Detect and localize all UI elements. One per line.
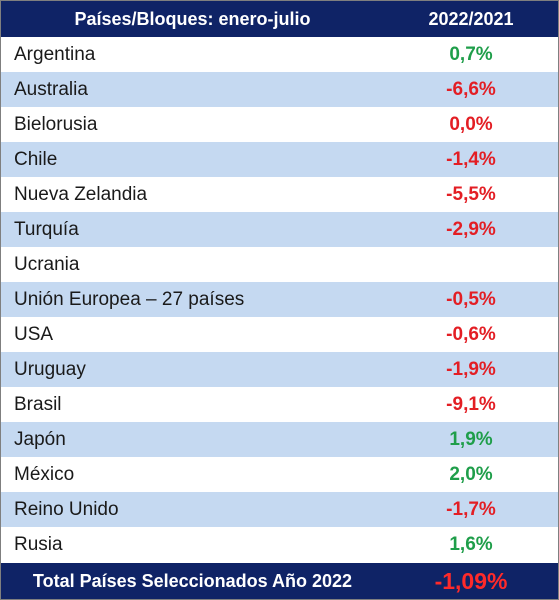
country-name: México xyxy=(14,463,75,485)
table-row: Ucrania xyxy=(1,247,558,282)
change-value: -1,4% xyxy=(446,148,496,170)
change-value: -0,5% xyxy=(446,288,496,310)
table-row: México 2,0% xyxy=(1,457,558,492)
table-row: Turquía -2,9% xyxy=(1,212,558,247)
change-value: -0,6% xyxy=(446,323,496,345)
country-name: Uruguay xyxy=(14,358,86,380)
table-row: Bielorusia 0,0% xyxy=(1,107,558,142)
country-name: Ucrania xyxy=(14,253,80,275)
table-row: Unión Europea – 27 países -0,5% xyxy=(1,282,558,317)
change-value: 1,6% xyxy=(449,533,493,555)
country-name: Rusia xyxy=(14,533,63,555)
table-row: Rusia 1,6% xyxy=(1,527,558,562)
country-name: Japón xyxy=(14,428,66,450)
change-value: -1,7% xyxy=(446,498,496,520)
country-name: Nueva Zelandia xyxy=(14,183,148,205)
country-name: USA xyxy=(14,323,54,345)
country-name: Argentina xyxy=(14,43,96,65)
header-country-label: Países/Bloques: enero-julio xyxy=(74,8,311,29)
table-row: Australia -6,6% xyxy=(1,72,558,107)
country-name: Unión Europea – 27 países xyxy=(14,288,245,310)
total-label: Total Países Seleccionados Año 2022 xyxy=(32,570,353,591)
table-row: USA -0,6% xyxy=(1,317,558,352)
table-header: Países/Bloques: enero-julio 2022/2021 xyxy=(1,1,558,37)
country-name: Bielorusia xyxy=(14,113,98,135)
table-row: Argentina 0,7% xyxy=(1,37,558,72)
total-value: -1,09% xyxy=(434,567,508,594)
change-value: -1,9% xyxy=(446,358,496,380)
table-body: Argentina 0,7% Australia -6,6% Bielorusia 0,0… xyxy=(1,37,558,562)
country-name: Australia xyxy=(14,78,88,100)
change-value: -5,5% xyxy=(446,183,496,205)
table-row: Brasil -9,1% xyxy=(1,387,558,422)
table-row: Nueva Zelandia -5,5% xyxy=(1,177,558,212)
change-value: 0,7% xyxy=(449,43,493,65)
table-row: Japón 1,9% xyxy=(1,422,558,457)
header-period-label: 2022/2021 xyxy=(428,8,514,29)
table-row: Chile -1,4% xyxy=(1,142,558,177)
change-value: -9,1% xyxy=(446,393,496,415)
change-value: 0,0% xyxy=(449,113,493,135)
change-value: 1,9% xyxy=(449,428,493,450)
table-row: Reino Unido -1,7% xyxy=(1,492,558,527)
country-name: Turquía xyxy=(14,218,79,240)
country-name: Reino Unido xyxy=(14,498,119,520)
country-name: Brasil xyxy=(14,393,62,415)
table-row: Uruguay -1,9% xyxy=(1,352,558,387)
change-value: -2,9% xyxy=(446,218,496,240)
change-value: 2,0% xyxy=(449,463,493,485)
total-row: Total Países Seleccionados Año 2022 -1,0… xyxy=(1,563,558,599)
change-value: -6,6% xyxy=(446,78,496,100)
country-name: Chile xyxy=(14,148,58,170)
